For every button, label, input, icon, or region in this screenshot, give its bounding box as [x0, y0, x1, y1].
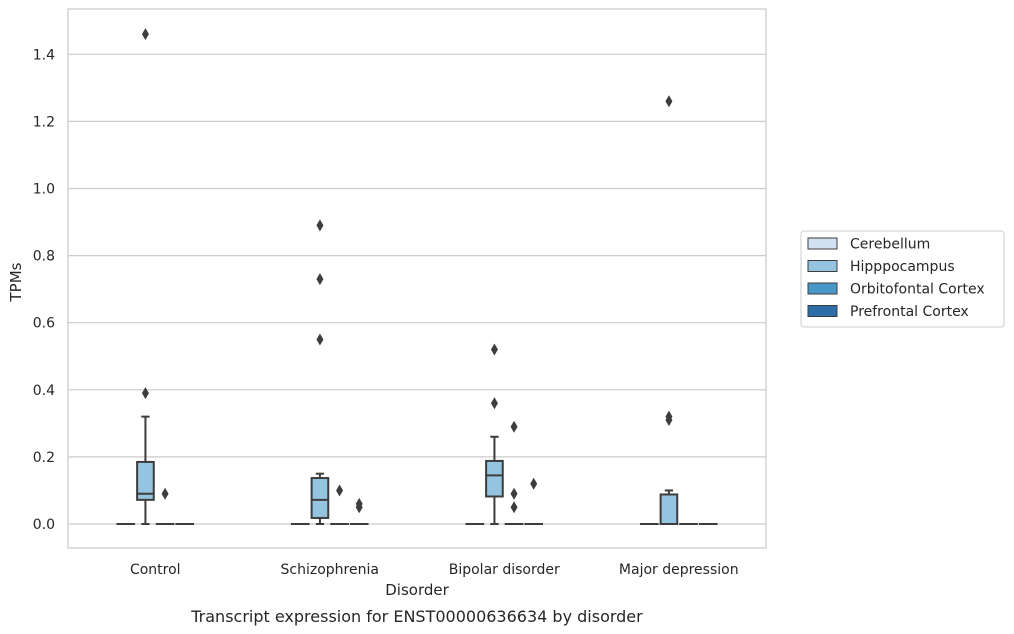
x-tick-label: Control: [130, 562, 181, 578]
box: [136, 460, 155, 501]
legend-label: Cerebellum: [850, 237, 930, 253]
box: [659, 493, 679, 526]
outlier-point: [510, 420, 518, 433]
legend: Cerebellum Hipppocampus Orbitofontal Corte…: [800, 230, 1005, 328]
y-tick-label: 0.4: [33, 383, 55, 399]
box: [485, 459, 504, 498]
plot-frame: [67, 8, 767, 549]
y-tick-label: 0.0: [33, 517, 55, 533]
legend-label: Prefrontal Cortex: [850, 304, 969, 320]
x-tick-label: Bipolar disorder: [449, 562, 560, 578]
y-tick-label: 0.8: [33, 249, 55, 265]
legend-swatch: [807, 237, 838, 250]
legend-label: Orbitofontal Cortex: [850, 282, 985, 298]
plot-area: [68, 9, 766, 548]
legend-frame: [800, 230, 1005, 328]
outlier-point: [316, 219, 324, 232]
outlier-point: [530, 477, 538, 490]
outlier-point: [316, 333, 324, 346]
outlier-point: [336, 484, 344, 497]
gridlines: [68, 53, 766, 525]
outlier-point: [510, 487, 518, 500]
chart-caption: Transcript expression for ENST0000063663…: [190, 607, 643, 626]
y-tick-labels: 0.0 0.2 0.4 0.6 0.8 1.0 1.2 1.4: [33, 47, 55, 533]
y-tick-label: 0.6: [33, 316, 55, 332]
box: [310, 477, 330, 519]
outlier-point: [316, 273, 324, 286]
legend-items: Cerebellum Hipppocampus Orbitofontal Corte…: [807, 237, 985, 320]
outlier-point: [161, 487, 169, 500]
y-tick-label: 1.2: [33, 114, 55, 130]
x-tick-label: Major depression: [619, 562, 739, 578]
y-tick-label: 1.0: [33, 182, 55, 198]
y-tick-label: 0.2: [33, 450, 55, 466]
y-tick-label: 1.4: [33, 47, 55, 63]
outlier-point: [665, 95, 673, 108]
outlier-point: [490, 397, 498, 410]
x-axis-label: Disorder: [385, 581, 449, 599]
box-series: [116, 28, 718, 526]
x-tick-label: Schizophrenia: [281, 562, 379, 578]
y-axis-label: TPMs: [7, 262, 25, 302]
legend-swatch: [807, 282, 838, 295]
legend-swatch: [807, 260, 838, 272]
outlier-point: [490, 343, 498, 356]
outlier-point: [355, 497, 363, 510]
legend-swatch: [807, 305, 838, 317]
legend-label: Hipppocampus: [850, 259, 955, 275]
outlier-point: [510, 501, 518, 514]
outlier-point: [665, 410, 673, 423]
outlier-point: [141, 28, 149, 41]
x-tick-labels: Control Schizophrenia Bipolar disorder Majo…: [130, 562, 739, 578]
outlier-point: [141, 387, 149, 400]
